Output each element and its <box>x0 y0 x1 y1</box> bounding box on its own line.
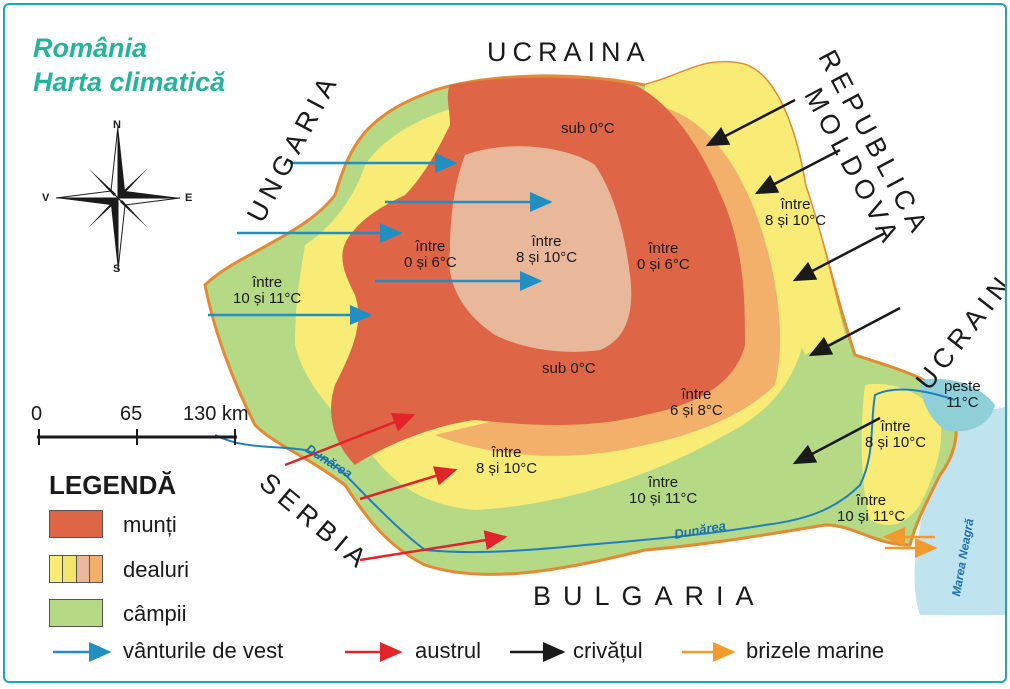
zone-label-sub0-south: sub 0°C <box>542 360 596 377</box>
legend-label-hills: dealuri <box>123 557 190 582</box>
zone-label-center-plateau: între 8 și 10°C <box>516 233 578 266</box>
crivat-arrows <box>705 98 901 465</box>
scale-tick-65: 65 <box>120 403 143 425</box>
scale-tick-130km: 130 km <box>183 403 249 425</box>
compass-east-label: E <box>185 192 193 204</box>
scale-bar <box>37 429 237 445</box>
zone-label-subcarpathians: între 6 și 8°C <box>670 386 723 419</box>
map-canvas <box>37 60 1005 662</box>
legend-title: LEGENDĂ <box>49 470 177 500</box>
legend-swatch-plains <box>49 599 103 627</box>
zone-label-dobrogea-hills: între 8 și 10°C <box>865 418 927 451</box>
compass-south-label: S <box>113 263 121 275</box>
legend-label-mountains: munți <box>123 512 177 537</box>
austrul-arrows <box>284 412 508 562</box>
map-title-line2: Harta climatică <box>33 67 226 97</box>
map-frame: România Harta climatică N S E V UCRAINA … <box>3 3 1007 683</box>
compass-rose-icon <box>55 125 181 271</box>
zone-label-east-mountains: între 0 și 6°C <box>637 240 690 273</box>
zone-label-coast: între 10 și 11°C <box>837 492 906 525</box>
country-ukraine-north: UCRAINA <box>487 37 651 67</box>
legend-label-plains: câmpii <box>123 601 187 626</box>
transylvanian-plateau <box>449 146 632 352</box>
zone-label-south-hills: între 8 și 10°C <box>476 444 538 477</box>
legend-label-austrul: austrul <box>415 638 482 663</box>
sea-breeze-arrows <box>882 527 938 558</box>
hills-dobrogea <box>861 384 942 525</box>
legend-swatch-mountains <box>49 510 103 538</box>
zone-label-moldova-plateau: între 8 și 10°C <box>765 196 827 229</box>
zone-label-south-plain: între 10 și 11°C <box>629 474 698 507</box>
zone-label-sub0-north: sub 0°C <box>561 120 615 137</box>
legend-swatch-hills <box>49 555 103 583</box>
compass-north-label: N <box>113 119 121 131</box>
country-bulgaria: BULGARIA <box>533 581 766 611</box>
hills-moldova <box>645 62 845 356</box>
legend-label-crivat: crivățul <box>573 638 643 663</box>
zone-label-west-plain: între 10 și 11°C <box>233 274 302 307</box>
danube-river <box>214 388 956 554</box>
zone-label-delta: peste 11°C <box>944 378 981 411</box>
map-title-line1: România <box>33 33 148 63</box>
wind-west-arrows <box>208 153 553 325</box>
black-sea <box>914 395 1005 615</box>
legend-label-west-winds: vânturile de vest <box>123 638 284 663</box>
danube-delta <box>920 378 995 432</box>
zone-label-west-mountains: între 0 și 6°C <box>404 238 457 271</box>
scale-tick-0: 0 <box>31 403 43 425</box>
legend-label-sea-breezes: brizele marine <box>746 638 885 663</box>
compass-west-label: V <box>42 192 50 204</box>
